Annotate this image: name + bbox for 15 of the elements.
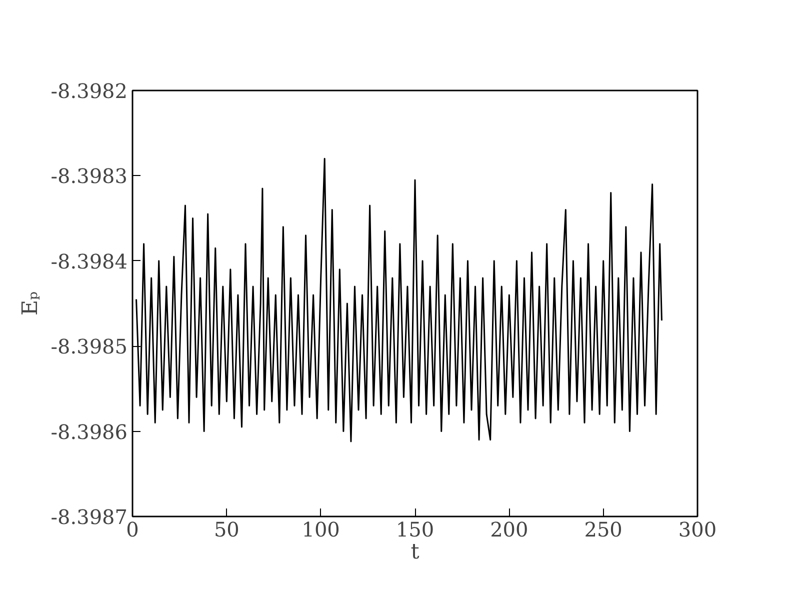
y-tick-label: -8.3986	[50, 420, 128, 444]
x-tick-label: 250	[584, 518, 622, 542]
x-tick-label: 300	[678, 518, 717, 542]
y-tick-label: -8.3984	[50, 249, 128, 274]
x-tick-label: 0	[126, 518, 139, 542]
y-tick-label: -8.3983	[50, 164, 128, 188]
x-axis-title: t	[410, 540, 420, 564]
y-tick-label: -8.3982	[50, 79, 128, 103]
y-tick-label: -8.3987	[50, 505, 128, 529]
y-axis-title: Eₚ	[18, 291, 43, 316]
y-tick-label: -8.3985	[50, 334, 128, 359]
x-tick-label: 200	[490, 518, 528, 542]
x-tick-label: 100	[302, 518, 340, 542]
x-tick-label: 150	[396, 518, 434, 542]
x-tick-label: 50	[214, 518, 240, 542]
